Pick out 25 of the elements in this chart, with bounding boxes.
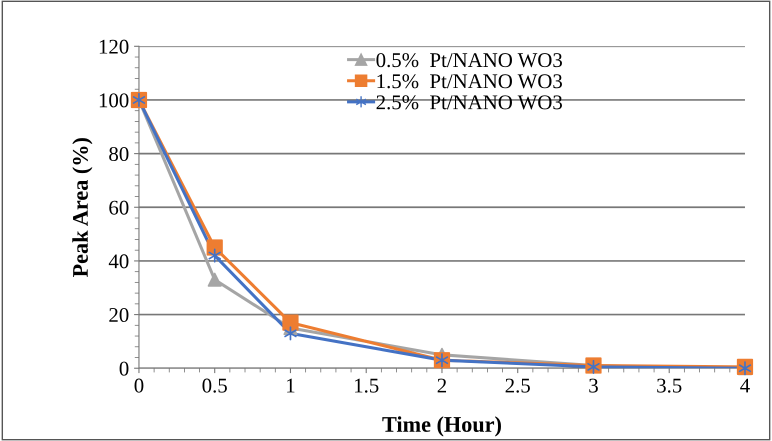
y-axis-title: Peak Area (%): [72, 138, 92, 278]
x-tick-label: 1: [287, 378, 294, 392]
point: [284, 326, 297, 340]
x-tick-label: 3.5: [657, 378, 682, 393]
y-tick-label: 40: [108, 254, 128, 268]
y-tick-label: 80: [109, 146, 128, 162]
legend-label: 0.5% Pt/NANO WO3: [376, 53, 562, 68]
legend-label: 1.5% Pt/NANO WO3: [378, 74, 562, 88]
point: [208, 248, 221, 263]
x-tick-label: 0.5: [202, 378, 227, 393]
x-tick-label: 2: [438, 378, 446, 392]
x-tick-label: 0: [134, 378, 144, 393]
x-tick-label: 4: [740, 378, 750, 392]
y-tick-label: 60: [109, 200, 128, 215]
point: [282, 314, 299, 331]
x-tick-label: 2.5: [506, 378, 530, 393]
x-axis-title: Time (Hour): [382, 416, 501, 436]
legend-label: 2.5% Pt/NANO WO3: [376, 95, 562, 110]
y-tick-label: 20: [109, 308, 128, 322]
y-tick-label: 120: [100, 40, 128, 54]
y-tick-label: 0: [120, 362, 128, 376]
x-tick-label: 3: [589, 378, 598, 393]
point: [208, 272, 222, 287]
y-tick-label: 100: [100, 93, 128, 108]
x-tick-label: 1.5: [355, 378, 378, 393]
